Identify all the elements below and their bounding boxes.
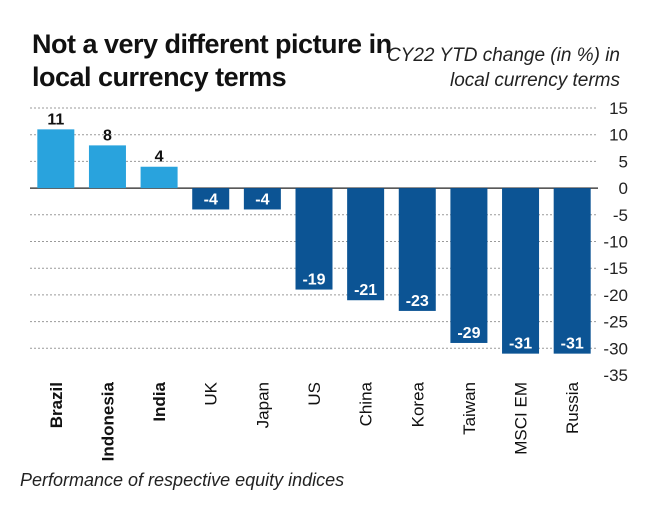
y-axis: 15 10 5 0 -5 -10 -15 -20 -25 -30 -35 bbox=[603, 99, 628, 385]
y-tick-label: -30 bbox=[603, 339, 628, 358]
bar bbox=[553, 188, 591, 354]
y-tick-label: 5 bbox=[619, 152, 628, 171]
y-tick-label: -20 bbox=[603, 286, 628, 305]
x-tick-label: China bbox=[357, 381, 376, 426]
x-tick-label: Russia bbox=[563, 381, 582, 434]
data-label: 4 bbox=[155, 149, 164, 166]
bars: 11 8 4 -4 -4 -19 -21 -23 -29 -31 -31 bbox=[37, 111, 591, 354]
data-label: 11 bbox=[47, 111, 64, 128]
bar bbox=[450, 188, 488, 343]
bar bbox=[140, 166, 178, 189]
x-tick-label: Taiwan bbox=[460, 382, 479, 435]
data-label: -19 bbox=[302, 272, 325, 289]
x-tick-label: Brazil bbox=[47, 382, 66, 428]
y-tick-label: -5 bbox=[613, 206, 628, 225]
bar bbox=[347, 188, 385, 301]
y-tick-label: 0 bbox=[619, 179, 628, 198]
data-label: -29 bbox=[457, 325, 480, 342]
data-label: -4 bbox=[204, 191, 218, 208]
y-tick-label: -10 bbox=[603, 233, 628, 252]
x-tick-label: Korea bbox=[408, 381, 427, 427]
chart-title: Not a very different picture in local cu… bbox=[32, 29, 392, 92]
y-tick-label: -15 bbox=[603, 259, 628, 278]
y-tick-label: 10 bbox=[609, 126, 628, 145]
bar bbox=[243, 188, 281, 210]
data-label: 8 bbox=[103, 127, 112, 144]
chart-footnote: Performance of respective equity indices bbox=[20, 470, 345, 490]
bar bbox=[295, 188, 333, 290]
x-axis: Brazil Indonesia India UK Japan US China Korea T… bbox=[47, 381, 582, 461]
y-tick-label: 15 bbox=[609, 99, 628, 118]
bar bbox=[398, 188, 436, 311]
x-tick-label: US bbox=[305, 382, 324, 406]
data-label: -21 bbox=[354, 282, 377, 299]
y-tick-label: -25 bbox=[603, 313, 628, 332]
data-label: -23 bbox=[406, 293, 429, 310]
chart-subtitle: CY22 YTD change (in %) in local currency… bbox=[386, 45, 620, 91]
x-tick-label: UK bbox=[202, 381, 221, 405]
bar bbox=[37, 129, 75, 189]
data-label: -4 bbox=[255, 191, 269, 208]
bar bbox=[502, 188, 540, 354]
x-tick-label: Japan bbox=[253, 382, 272, 428]
x-tick-label: India bbox=[150, 381, 169, 421]
data-label: -31 bbox=[509, 336, 532, 353]
bar bbox=[88, 145, 126, 189]
x-tick-label: MSCI EM bbox=[512, 382, 531, 455]
data-label: -31 bbox=[561, 336, 584, 353]
bar bbox=[192, 188, 230, 210]
x-tick-label: Indonesia bbox=[98, 381, 117, 461]
y-tick-label: -35 bbox=[603, 366, 628, 385]
